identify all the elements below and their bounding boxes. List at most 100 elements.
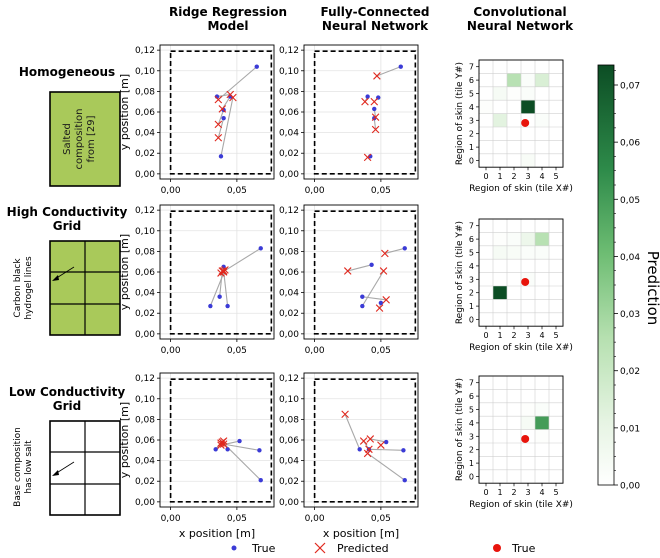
sample-low-label: Base composition has low salt bbox=[13, 417, 37, 517]
col-header-ridge-line2: Model bbox=[207, 19, 248, 33]
predicted-cross-stroke bbox=[365, 445, 373, 454]
y-tick-label: 0,04 bbox=[279, 129, 299, 139]
row-header-low-line1: Low Conductivity bbox=[9, 385, 126, 399]
row-headers: Homogeneous High Conductivity Grid Low C… bbox=[7, 65, 128, 413]
column-headers: Ridge Regression Model Fully-Connected N… bbox=[169, 5, 574, 33]
y-tick-label: 0,08 bbox=[135, 415, 155, 425]
error-link bbox=[223, 443, 260, 451]
y-tick-label: 0,00 bbox=[135, 330, 155, 340]
y-tick-label: 6 bbox=[469, 235, 474, 244]
y-tick-label: 6 bbox=[469, 392, 474, 401]
error-link bbox=[347, 264, 372, 272]
y-tick-label: 0,10 bbox=[279, 395, 299, 405]
y-tick-label: 6 bbox=[469, 76, 474, 85]
sample-illustrations bbox=[49, 91, 121, 516]
predicted-point bbox=[218, 267, 227, 275]
predicted-cross-stroke bbox=[214, 133, 223, 142]
x-tick-label: 0 bbox=[483, 172, 488, 181]
predicted-cross-stroke bbox=[219, 267, 228, 275]
scatter-panel: 0,00 0,02 0,04 0,06 0,08 0,10 0,12 0,00 0,05 y po… bbox=[118, 44, 275, 196]
y-tick-label: 0,10 bbox=[279, 227, 299, 237]
y-tick-label: 5 bbox=[469, 90, 474, 99]
colorbar-tick-label: 0,07 bbox=[620, 82, 640, 92]
y-tick-label: 0,02 bbox=[279, 309, 299, 319]
heatmap-cell bbox=[535, 416, 549, 430]
axes-frame bbox=[159, 204, 275, 340]
axes-frame bbox=[303, 204, 419, 340]
predicted-point bbox=[371, 113, 380, 121]
predicted-point bbox=[229, 93, 237, 102]
error-link bbox=[384, 247, 405, 254]
x-tick-label: 1 bbox=[497, 331, 502, 340]
y-tick-label: 3 bbox=[469, 432, 474, 441]
colorbar-label: Prediction bbox=[644, 251, 660, 326]
sample-homogeneous-label: Salted composition from [29] bbox=[62, 89, 98, 189]
predicted-point bbox=[375, 304, 384, 312]
y-axis-label: y position [m] bbox=[118, 74, 131, 150]
y-tick-label: 2 bbox=[469, 446, 474, 455]
y-tick-label: 0,02 bbox=[279, 477, 299, 487]
x-tick-label: 0,05 bbox=[371, 514, 391, 524]
y-tick-label: 0,12 bbox=[279, 206, 299, 216]
y-tick-label: 0 bbox=[469, 157, 474, 166]
col-header-cnn-line2: Neural Network bbox=[467, 19, 574, 33]
heatmap-cell bbox=[535, 232, 549, 246]
y-tick-label: 0,06 bbox=[279, 108, 299, 118]
y-tick-label: 0,06 bbox=[279, 268, 299, 278]
heatmap-cell bbox=[521, 153, 535, 168]
x-tick-label: 0,05 bbox=[227, 186, 247, 196]
true-point bbox=[218, 154, 224, 159]
y-axis-label: Region of skin (tile Y#) bbox=[455, 378, 465, 481]
x-tick-label: 0,00 bbox=[161, 514, 181, 524]
sample-label-line: Base composition bbox=[13, 427, 23, 507]
predicted-cross-stroke bbox=[377, 441, 385, 449]
error-link bbox=[368, 448, 404, 451]
y-tick-label: 0,02 bbox=[279, 149, 299, 159]
predicted-cross-stroke bbox=[341, 410, 349, 419]
y-tick-label: 0,12 bbox=[135, 374, 155, 384]
sample-boundary bbox=[313, 50, 417, 175]
error-link bbox=[223, 270, 229, 307]
error-link bbox=[216, 93, 231, 98]
heatmap-cell bbox=[521, 402, 535, 417]
true-point bbox=[402, 478, 407, 483]
y-axis-label: y position [m] bbox=[118, 234, 131, 310]
y-tick-label: 0,08 bbox=[279, 247, 299, 257]
heatmap-cell bbox=[521, 100, 535, 114]
y-tick-label: 1 bbox=[469, 459, 474, 468]
x-tick-label: 3 bbox=[525, 331, 530, 340]
y-axis-label: Region of skin (tile Y#) bbox=[455, 62, 465, 165]
true-point bbox=[257, 448, 262, 453]
y-axis-label: Region of skin (tile Y#) bbox=[455, 221, 465, 324]
predicted-cross-stroke bbox=[366, 435, 375, 443]
true-point bbox=[225, 447, 230, 452]
predicted-point bbox=[359, 437, 368, 445]
y-tick-label: 0,00 bbox=[279, 330, 299, 340]
predicted-point bbox=[382, 296, 390, 304]
predicted-point bbox=[373, 72, 381, 80]
y-tick-label: 0,12 bbox=[279, 374, 299, 384]
error-link bbox=[219, 270, 223, 297]
y-tick-label: 0,06 bbox=[279, 436, 299, 446]
predicted-point bbox=[218, 105, 227, 113]
scatter-panels: 0,00 0,02 0,04 0,06 0,08 0,10 0,12 0,00 0,05 y po… bbox=[118, 44, 419, 540]
scatter-panel: 0,00 0,02 0,04 0,06 0,08 0,10 0,12 0,00 0,05 y po… bbox=[118, 204, 275, 356]
predicted-cross-stroke bbox=[370, 97, 379, 106]
sample-high-conductivity bbox=[49, 240, 121, 336]
x-tick-label: 0,05 bbox=[371, 186, 391, 196]
error-link bbox=[220, 97, 234, 157]
true-point bbox=[225, 303, 230, 309]
x-tick-label: 0,00 bbox=[305, 186, 325, 196]
y-axis-label: y position [m] bbox=[118, 402, 131, 478]
axes-frame bbox=[159, 44, 275, 180]
y-tick-label: 0,02 bbox=[135, 309, 155, 319]
y-tick-label: 3 bbox=[469, 116, 474, 125]
col-header-fcnn-line2: Neural Network bbox=[322, 19, 429, 33]
y-tick-label: 0,12 bbox=[135, 46, 155, 56]
legend-heat-true-marker bbox=[493, 544, 501, 552]
heatmap-cell bbox=[507, 232, 521, 246]
x-tick-label: 1 bbox=[497, 172, 502, 181]
scatter-panel: 0,00 0,02 0,04 0,06 0,08 0,10 0,12 0,00 0,05 y po… bbox=[118, 372, 275, 540]
x-tick-label: 0,00 bbox=[305, 346, 325, 356]
